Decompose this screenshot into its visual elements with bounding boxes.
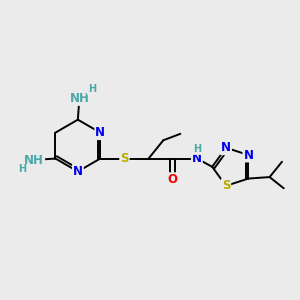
- Text: H: H: [88, 84, 96, 94]
- Text: N: N: [192, 152, 202, 165]
- Text: H: H: [193, 144, 201, 154]
- Text: S: S: [120, 152, 129, 165]
- Text: H: H: [18, 164, 26, 174]
- Text: S: S: [222, 179, 230, 192]
- Text: NH: NH: [69, 92, 89, 105]
- Text: O: O: [168, 173, 178, 186]
- Text: NH: NH: [24, 154, 44, 166]
- Text: N: N: [73, 165, 83, 178]
- Text: N: N: [243, 148, 254, 161]
- Text: N: N: [95, 126, 105, 139]
- Text: N: N: [221, 141, 231, 154]
